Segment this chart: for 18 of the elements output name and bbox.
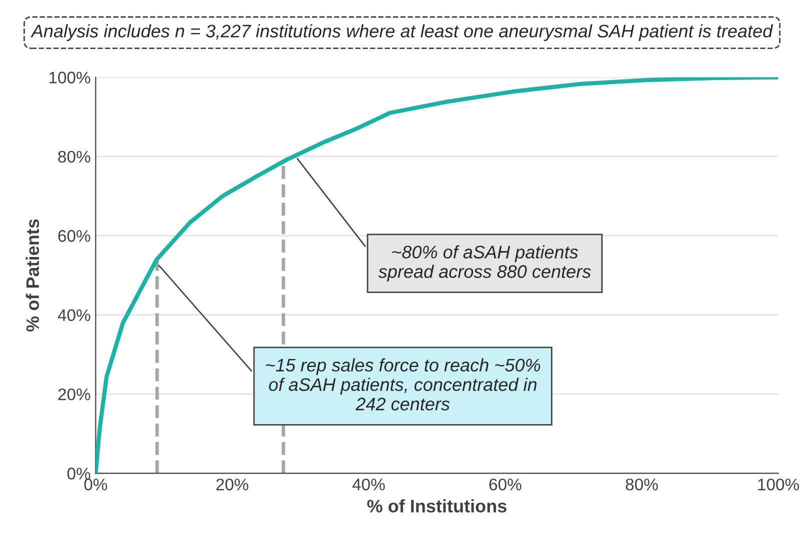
- y-tick-label: 20%: [58, 388, 90, 400]
- x-tick-label: 100%: [758, 478, 799, 490]
- annotation: ~80% of aSAH patients spread across 880 centers: [378, 245, 591, 282]
- x-tick-label: 60%: [489, 478, 522, 490]
- y-tick-label: 0%: [67, 468, 90, 480]
- text: Analysis includes n = 3,227 institutions where at least one aneurysmal SAH patient is treated: [30, 24, 774, 42]
- x-tick-label: 20%: [216, 478, 248, 490]
- x-tick-label: 80%: [626, 478, 658, 490]
- x-tick-label: 40%: [352, 478, 385, 490]
- annotation: ~15 rep sales force to reach ~50% of aSAH patients, concentrated in 242 centers: [266, 358, 540, 410]
- y-tick-label: 100%: [49, 72, 90, 84]
- y-tick-label: 80%: [58, 150, 90, 163]
- y-axis-title: % of Patients: [26, 219, 40, 332]
- y-tick-label: 40%: [58, 309, 90, 322]
- y-tick-label: 60%: [58, 230, 90, 242]
- line-series: [96, 77, 778, 474]
- x-tick-label: 0%: [84, 478, 108, 490]
- x-axis-title: % of Institutions: [367, 499, 506, 512]
